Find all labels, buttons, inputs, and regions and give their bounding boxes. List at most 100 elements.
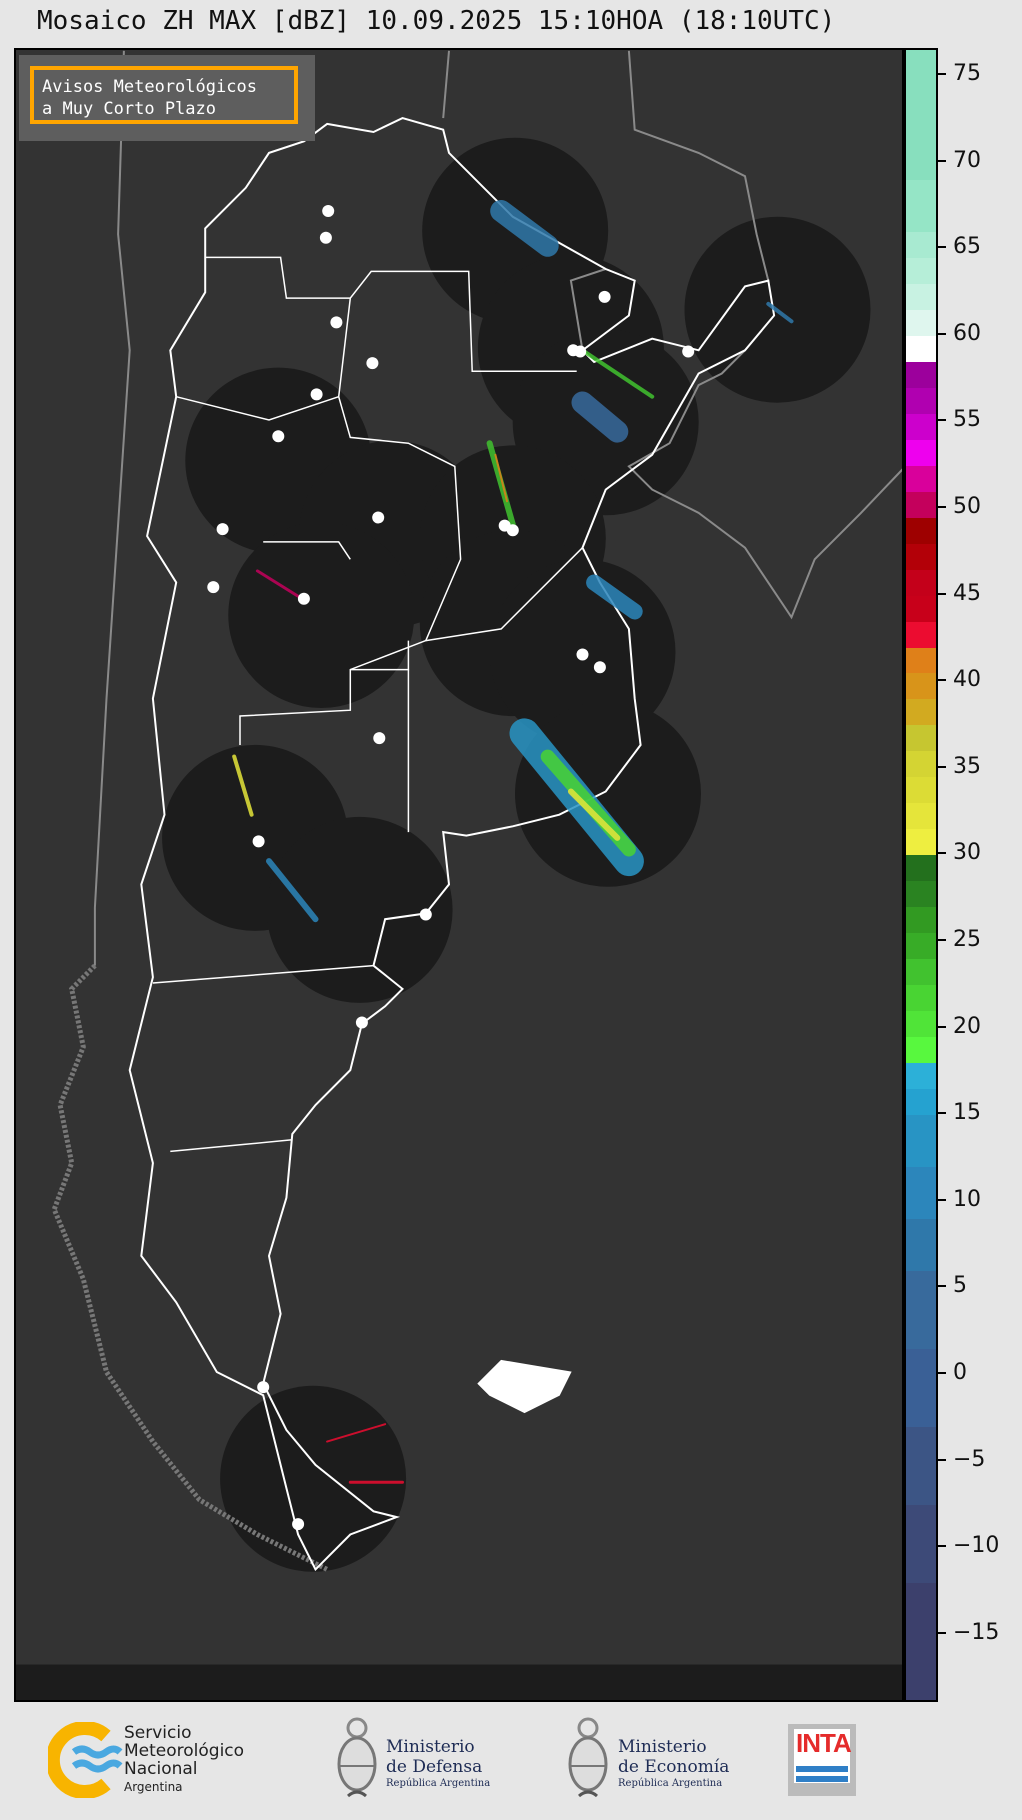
- colorbar-tick: [938, 765, 946, 768]
- colorbar-tick: [938, 1631, 946, 1634]
- colorbar-tick-label: 5: [953, 1273, 967, 1299]
- precipitation-echo: [494, 453, 508, 503]
- neighbor-border-line: [93, 50, 131, 966]
- radar-site-marker: [207, 581, 220, 594]
- colorbar-tick-label: 30: [953, 840, 981, 866]
- radar-site-marker: [372, 511, 385, 524]
- colorbar-tick: [938, 1371, 946, 1374]
- radar-site-marker: [322, 205, 335, 217]
- chile-coast-islands: [51, 963, 329, 1572]
- radar-site-marker: [330, 316, 343, 329]
- colorbar-segment: [906, 959, 936, 986]
- province-border-line: [205, 256, 577, 372]
- colorbar-segment: [906, 1167, 936, 1220]
- colorbar-segment: [906, 1063, 936, 1090]
- radar-site-marker: [292, 1518, 305, 1531]
- colorbar-segment: [906, 1115, 936, 1168]
- radar-site-marker: [598, 290, 611, 303]
- precipitation-echo: [490, 200, 559, 257]
- colorbar-tick: [938, 679, 946, 682]
- radar-site-marker: [310, 388, 323, 401]
- precipitation-echo: [571, 391, 629, 443]
- radar-site-marker: [682, 345, 695, 358]
- colorbar-tick: [938, 1545, 946, 1548]
- colorbar-tick: [938, 1198, 946, 1201]
- economia-line1: Ministerio: [618, 1737, 707, 1757]
- radar-site-marker: [366, 357, 379, 370]
- colorbar-segment: [906, 621, 936, 649]
- radar-site-marker: [576, 648, 589, 661]
- colorbar-tick: [938, 159, 946, 162]
- colorbar-segment: [906, 855, 936, 882]
- colorbar-segment: [906, 595, 936, 623]
- colorbar-tick: [938, 419, 946, 422]
- colorbar-segment: [906, 881, 936, 908]
- colorbar-tick-label: 10: [953, 1186, 981, 1212]
- smn-line2: Meteorológico: [124, 1741, 245, 1761]
- colorbar-segment: [906, 933, 936, 960]
- colorbar-tick: [938, 1112, 946, 1115]
- map-bottom-strip: [16, 1664, 902, 1700]
- radar-site-marker: [319, 231, 332, 244]
- colorbar-segment: [906, 50, 936, 181]
- province-border-line: [176, 395, 339, 421]
- inta-label: INTA: [796, 1728, 852, 1758]
- colorbar-tick-label: −15: [953, 1619, 1000, 1645]
- coat-of-arms-icon: [568, 1717, 608, 1798]
- defensa-line1: Ministerio: [386, 1737, 475, 1757]
- inta-logo: INTA: [788, 1724, 856, 1796]
- colorbar-tick-label: 50: [953, 493, 981, 519]
- colorbar-tick-label: 15: [953, 1100, 981, 1126]
- smn-logo-text: Servicio Meteorológico Nacional Argentin…: [124, 1724, 244, 1796]
- precipitation-echo: [326, 1423, 387, 1443]
- colorbar-segment: [906, 491, 936, 519]
- colorbar-segment: [906, 309, 936, 337]
- radar-coverage-circle: [228, 522, 415, 708]
- radar-site-marker: [574, 345, 587, 358]
- precipitation-echo: [266, 858, 319, 923]
- colorbar-segment: [906, 751, 936, 778]
- economia-line2: de Economía: [618, 1757, 730, 1777]
- colorbar-segment: [906, 1504, 936, 1584]
- colorbar-segment: [906, 283, 936, 311]
- radar-site-marker: [297, 592, 310, 605]
- colorbar-segment: [906, 1037, 936, 1064]
- neighbor-border-line: [569, 268, 607, 351]
- smn-logo-icon: [48, 1722, 123, 1798]
- colorbar-segment: [906, 1011, 936, 1038]
- colorbar-tick: [938, 1458, 946, 1461]
- colorbar-tick-label: 55: [953, 407, 981, 433]
- colorbar-segment: [906, 647, 936, 675]
- colorbar-tick-label: 75: [953, 60, 981, 86]
- product-label-line1: Avisos Meteorológicos: [42, 77, 257, 97]
- radar-site-marker: [419, 908, 432, 921]
- precipitation-echo: [580, 348, 655, 399]
- precipitation-echo: [255, 569, 306, 602]
- radar-site-marker: [593, 661, 606, 674]
- radar-mosaic-map: Avisos Meteorológicos a Muy Corto Plazo: [14, 48, 904, 1702]
- colorbar-tick-label: 20: [953, 1013, 981, 1039]
- province-border-line: [170, 1139, 293, 1153]
- colorbar-segment: [906, 1426, 936, 1506]
- smn-line1: Servicio: [124, 1723, 192, 1743]
- coat-of-arms-icon: [337, 1717, 377, 1798]
- colorbar-tick: [938, 332, 946, 335]
- falkland-islands: [477, 1359, 572, 1414]
- smn-line4: Argentina: [124, 1780, 183, 1794]
- precipitation-echo: [486, 440, 516, 528]
- colorbar-segment: [906, 231, 936, 259]
- radar-coverage-circle: [266, 816, 453, 1003]
- colorbar-segment: [906, 1219, 936, 1272]
- colorbar-tick: [938, 592, 946, 595]
- map-title: Mosaico ZH MAX [dBZ] 10.09.2025 15:10HOA…: [37, 6, 836, 36]
- colorbar-tick: [938, 72, 946, 75]
- colorbar-tick: [938, 938, 946, 941]
- neighbor-border-line: [627, 349, 902, 620]
- colorbar-segment: [906, 413, 936, 441]
- colorbar-segment: [906, 1271, 936, 1350]
- radar-coverage-circle: [220, 1385, 407, 1572]
- colorbar-segment: [906, 361, 936, 389]
- radar-site-marker: [355, 1016, 368, 1029]
- precipitation-echo: [766, 301, 794, 324]
- colorbar-tick-label: 70: [953, 147, 981, 173]
